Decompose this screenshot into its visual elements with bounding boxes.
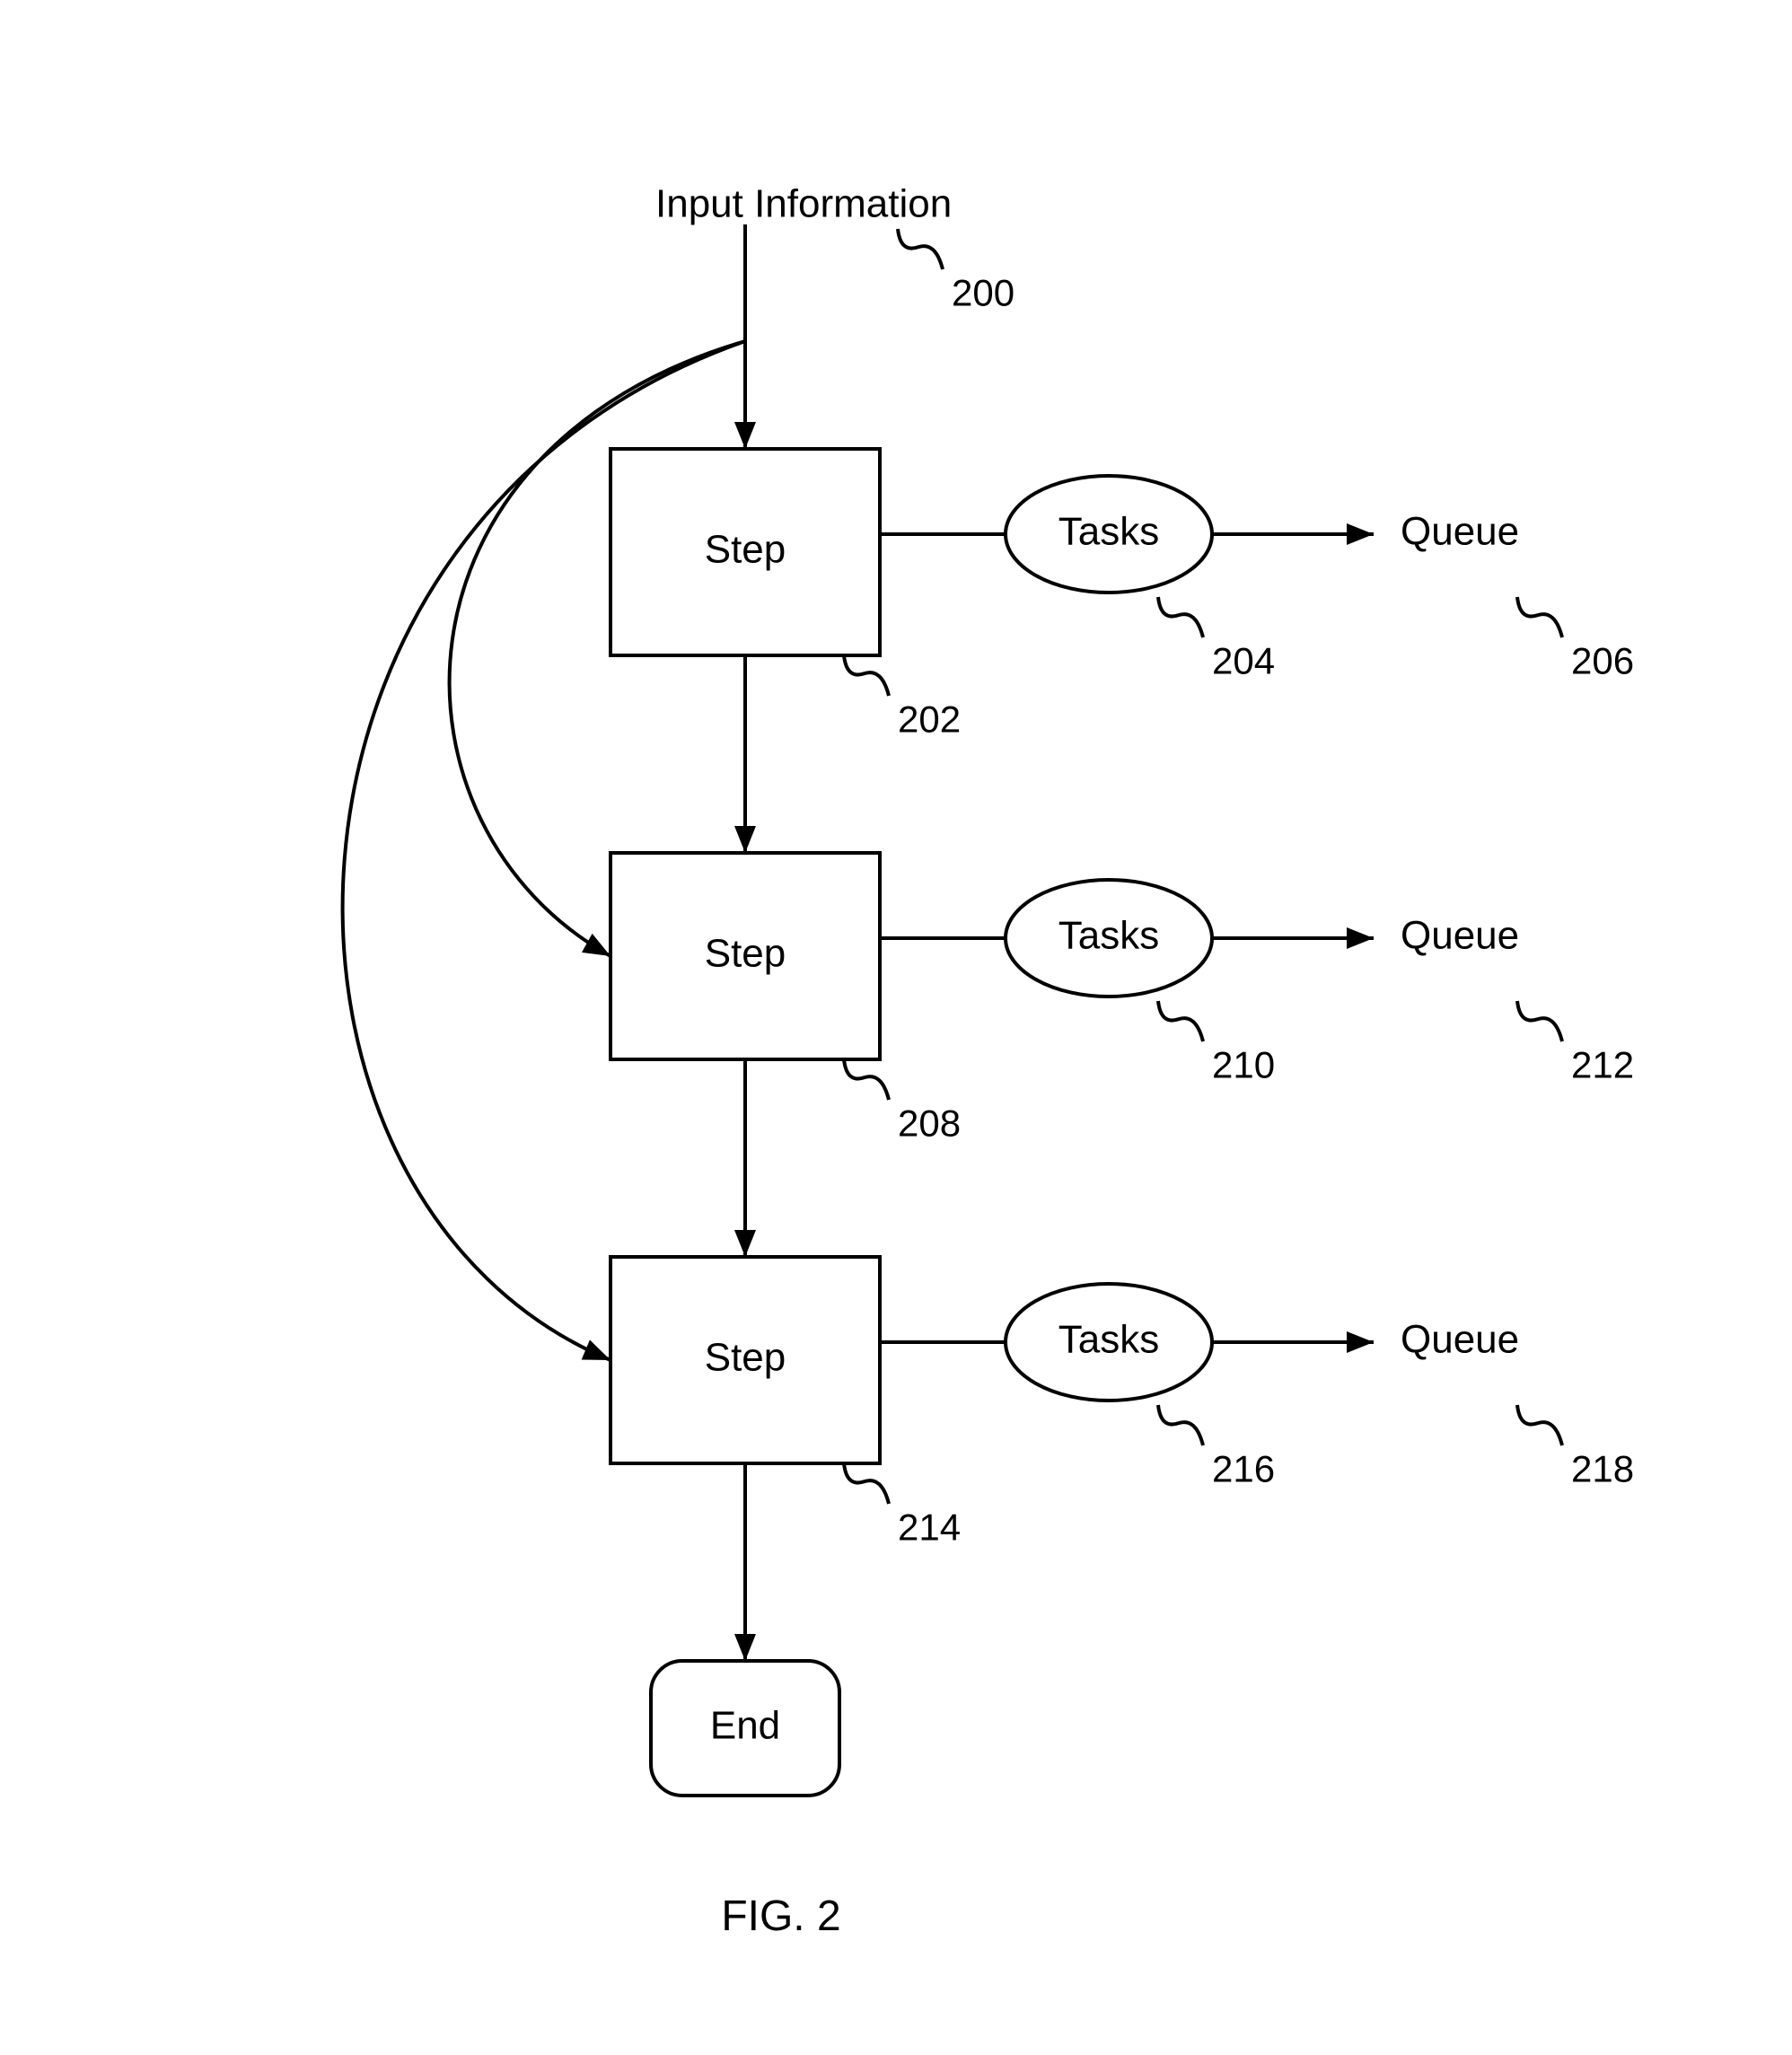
ref-number: 206 (1571, 639, 1634, 681)
arrowhead (734, 1230, 756, 1257)
ref-number: 210 (1212, 1043, 1275, 1085)
text-label: Input Information (655, 182, 952, 226)
ref-leader (1517, 1001, 1562, 1041)
step-node-label: Step (705, 932, 786, 976)
ref-number: 204 (1212, 639, 1275, 681)
text-label: Queue (1401, 914, 1519, 958)
ref-number: 216 (1212, 1447, 1275, 1489)
arrowhead (734, 1634, 756, 1661)
arrowhead (734, 826, 756, 853)
ref-leader (1158, 1405, 1203, 1445)
tasks-node-label: Tasks (1059, 510, 1159, 554)
arrowhead (582, 1339, 611, 1360)
ref-number: 212 (1571, 1043, 1634, 1085)
arrowhead (582, 934, 611, 956)
ref-number: 202 (898, 698, 961, 740)
ref-number: 200 (952, 271, 1015, 313)
text-label: Queue (1401, 1318, 1519, 1362)
tasks-node-label: Tasks (1059, 914, 1159, 958)
ref-number: 214 (898, 1506, 961, 1548)
tasks-node-label: Tasks (1059, 1318, 1159, 1362)
end-node-label: End (710, 1704, 780, 1748)
ref-leader (898, 229, 943, 269)
ref-leader (844, 655, 889, 696)
figure-caption: FIG. 2 (721, 1893, 840, 1940)
step-node-label: Step (705, 528, 786, 572)
arrowhead (734, 422, 756, 449)
ref-leader (1158, 597, 1203, 637)
ref-number: 208 (898, 1102, 961, 1144)
ref-leader (844, 1463, 889, 1504)
arrowhead (1347, 1331, 1374, 1353)
ref-number: 218 (1571, 1447, 1634, 1489)
ref-leader (844, 1059, 889, 1100)
ref-leader (1517, 597, 1562, 637)
ref-leader (1158, 1001, 1203, 1041)
flowchart-figure: Input Information Step Tasks Queue Step Tasks… (0, 0, 1792, 2055)
step-node-label: Step (705, 1336, 786, 1380)
ref-leader (1517, 1405, 1562, 1445)
arrowhead (1347, 927, 1374, 949)
arrowhead (1347, 523, 1374, 545)
text-label: Queue (1401, 510, 1519, 554)
